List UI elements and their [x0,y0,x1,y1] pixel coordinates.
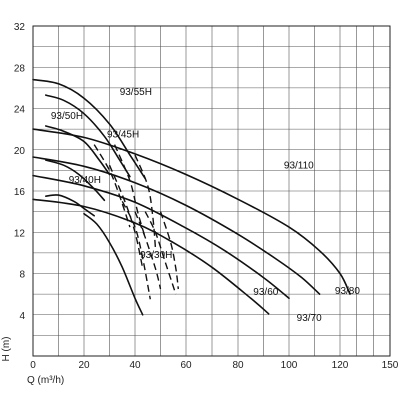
curve-label: 93/50H [51,111,83,122]
pump-curve-unlabeled [45,194,95,217]
curve-label: 93/55H [120,87,152,98]
x-tick-label: 120 [332,360,349,371]
pump-curve-93-55h [32,78,146,180]
y-tick-label: 24 [14,105,26,116]
efficiency-curve [134,154,157,248]
tick-labels: 0 20 40 60 80 100 120 150 4 8 12 16 20 24 28 32 [14,22,399,371]
x-tick-label: 0 [30,360,36,371]
y-tick-label: 32 [14,22,26,33]
curve-label: 93/30H [140,250,172,261]
pump-curve-93-40h [45,159,106,202]
efficiency-curve [134,211,162,290]
x-tick-label: 80 [232,360,244,371]
x-axis-label: Q (m³/h) [27,375,64,386]
efficiency-curve [144,211,177,295]
x-tick-label: 100 [281,360,298,371]
pump-curves [32,78,351,316]
efficiency-curve [159,211,179,290]
curve-labels: 93/55H 93/50H 93/45H 93/110 93/40H 93/30H 93/6… [51,87,361,324]
y-tick-label: 28 [14,63,26,74]
x-tick-label: 150 [382,360,399,371]
curve-label: 93/45H [107,129,139,140]
curve-label: 93/70 [297,313,322,324]
curve-label: 93/80 [335,286,360,297]
curve-label: 93/110 [284,160,314,171]
x-tick-label: 40 [129,360,141,371]
x-tick-label: 60 [180,360,192,371]
x-tick-label: 20 [78,360,90,371]
curve-label: 93/40H [69,175,101,186]
pump-curve-93-45h [45,125,111,176]
efficiency-curve [113,144,146,238]
y-tick-label: 8 [19,270,25,281]
y-axis-label: H (m) [1,337,12,362]
curve-label: 93/60 [253,287,278,298]
pump-curve-93-60 [32,198,270,315]
y-tick-label: 4 [19,311,25,322]
efficiency-curves [93,144,179,300]
chart-grid [33,26,390,356]
y-tick-label: 12 [14,228,26,239]
efficiency-curve [93,144,131,228]
pump-curve-93-110 [32,128,351,295]
pump-curve-93-30h [83,212,144,316]
pump-curve-93-70 [32,174,290,300]
y-tick-label: 16 [14,187,26,198]
pump-curve-93-50h [45,94,131,178]
pump-curve-93-80 [32,156,321,295]
y-tick-label: 20 [14,146,26,157]
plot-frame [32,25,391,357]
efficiency-curve [121,200,151,300]
